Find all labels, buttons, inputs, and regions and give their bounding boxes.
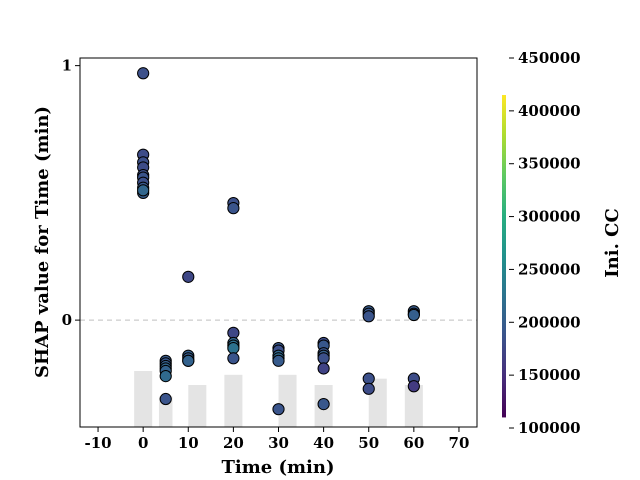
x-tick-label: 10 [178, 434, 199, 452]
histogram-bar [188, 385, 207, 427]
scatter-point [407, 380, 420, 393]
colorbar-tick-label: 200000 [518, 313, 581, 331]
histogram-bar [134, 371, 153, 427]
scatter-point [227, 202, 240, 215]
histogram-bar [224, 374, 243, 427]
scatter-point [227, 352, 240, 365]
colorbar-tick-label: 150000 [518, 366, 581, 384]
scatter-point [137, 67, 150, 80]
y-axis-ticks: 01 [62, 57, 80, 329]
x-axis-label: Time (min) [221, 457, 334, 478]
x-tick-label: -10 [84, 434, 111, 452]
x-tick-label: 50 [358, 434, 379, 452]
x-tick-label: 30 [268, 434, 289, 452]
y-tick-label: 1 [62, 57, 72, 75]
x-tick-label: 60 [403, 434, 424, 452]
y-tick-label: 0 [62, 311, 72, 329]
scatter-point [272, 403, 285, 416]
scatter-point [407, 308, 420, 322]
y-axis-label: SHAP value for Time (min) [32, 106, 53, 378]
colorbar-tick-label: 350000 [518, 155, 581, 173]
colorbar-tick-label: 100000 [518, 419, 581, 437]
colorbar-tick-label: 300000 [518, 208, 581, 226]
scatter-point [137, 184, 150, 197]
scatter-point [317, 352, 330, 365]
scatter-point [182, 354, 195, 367]
x-tick-label: 20 [223, 434, 244, 452]
scatter-points [137, 67, 420, 416]
scatter-point [317, 397, 330, 411]
scatter-point [159, 392, 172, 406]
histogram-bar [404, 385, 423, 427]
x-tick-label: 70 [449, 434, 470, 452]
x-axis-ticks: -10 0 10 20 30 40 50 60 70 [84, 427, 469, 452]
colorbar-tick-label: 450000 [518, 49, 581, 67]
colorbar-gradient [502, 95, 506, 418]
colorbar-label: Ini. CC [602, 208, 623, 278]
scatter-point [227, 326, 240, 339]
scatter-point [159, 370, 172, 383]
scatter-point [227, 342, 240, 355]
scatter-point [362, 382, 375, 395]
colorbar-ticks: 100000 150000 200000 250000 300000 350000 4000… [509, 49, 581, 437]
x-tick-label: 0 [138, 434, 148, 452]
scatter-point [182, 270, 195, 283]
colorbar-tick-label: 400000 [518, 102, 581, 120]
colorbar-tick-label: 250000 [518, 260, 581, 278]
x-tick-label: 40 [313, 434, 334, 452]
scatter-point [317, 362, 330, 375]
histogram-bar [158, 396, 173, 427]
scatter-point [272, 354, 285, 367]
histogram-bar [278, 374, 297, 427]
scatter-point [362, 372, 375, 385]
scatter-point [362, 310, 375, 323]
histogram-bars [134, 371, 423, 427]
colorbar [502, 95, 506, 418]
